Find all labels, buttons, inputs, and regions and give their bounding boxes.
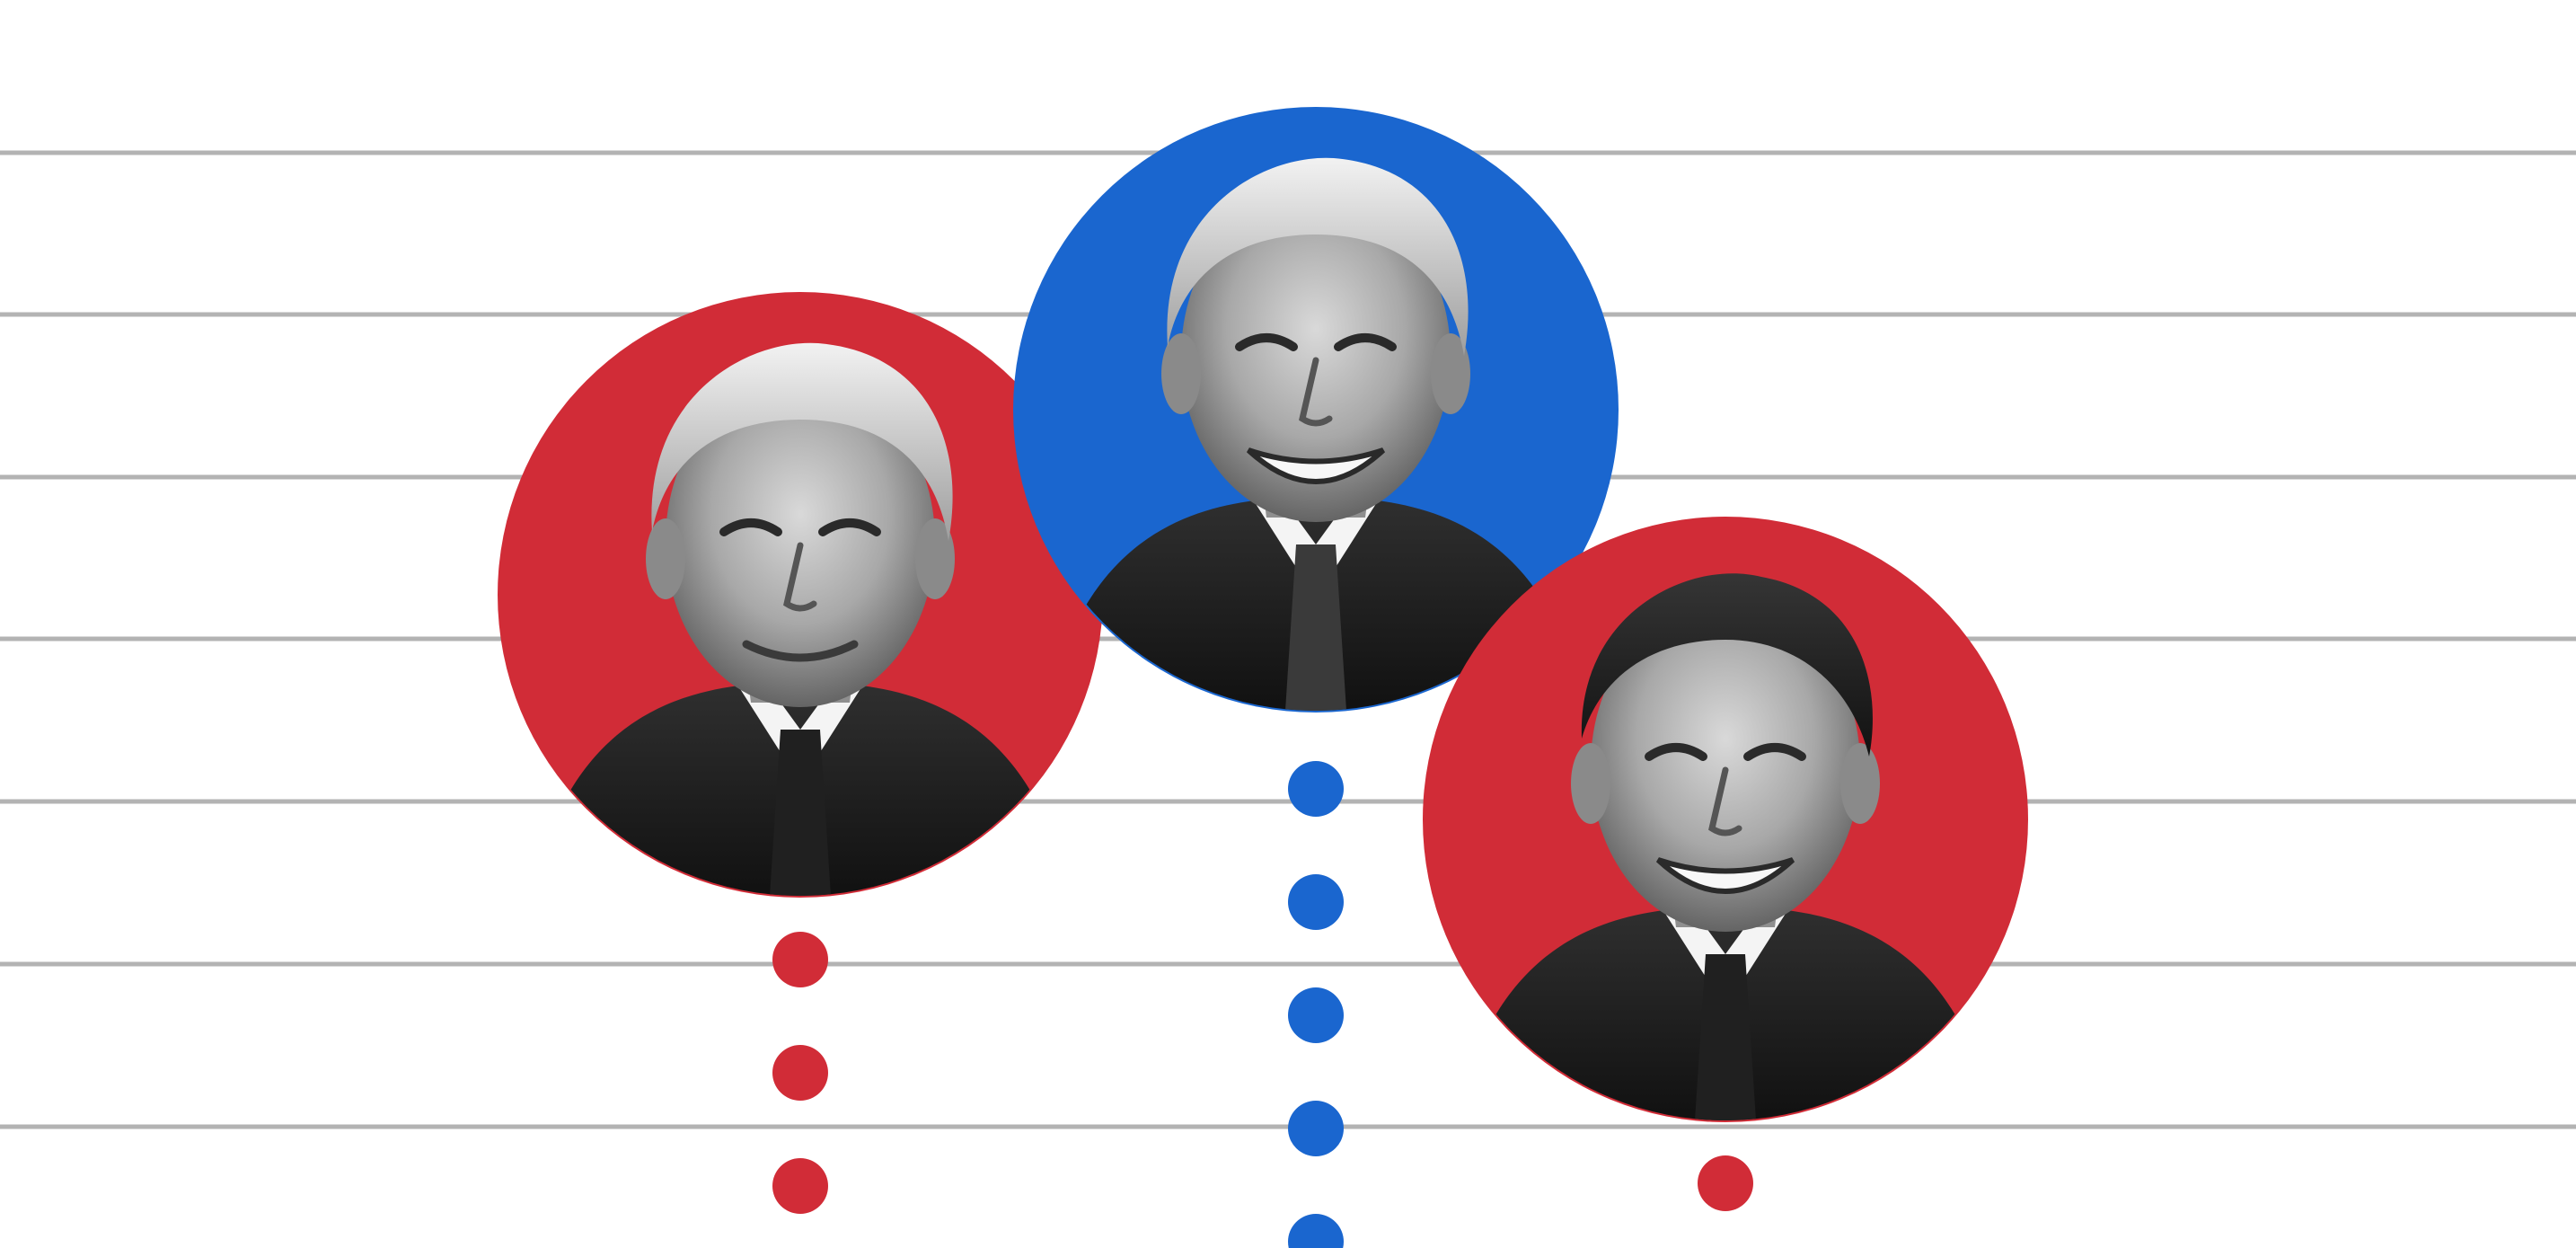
grayscale-portrait-icon [531, 342, 1070, 896]
eye-shape [719, 518, 782, 536]
nose-shape [783, 542, 817, 612]
grayscale-portrait-icon [1046, 157, 1585, 711]
tie-shape [1695, 954, 1756, 1120]
hair-shape [651, 342, 953, 541]
face-shape [1591, 599, 1860, 932]
ear-shape [1431, 333, 1470, 414]
hair-shape [1581, 573, 1873, 757]
ear-shape [646, 518, 685, 599]
mouth-shape [1655, 857, 1795, 894]
mouth-shape [742, 640, 859, 662]
data-dot [1288, 1214, 1344, 1248]
face-shape [1181, 190, 1451, 522]
tie-shape [1285, 544, 1346, 711]
hair-shape [1167, 157, 1469, 356]
eye-shape [1645, 743, 1707, 761]
portrait [1423, 517, 2028, 1122]
data-dot [1288, 987, 1344, 1043]
data-dot [1288, 1101, 1344, 1156]
grayscale-portrait-icon [1456, 573, 1995, 1120]
nose-shape [1299, 357, 1333, 427]
eye-shape [818, 518, 881, 536]
eye-shape [1334, 333, 1397, 351]
eye-shape [1743, 743, 1806, 761]
ear-shape [1571, 743, 1610, 824]
tie-shape [770, 730, 831, 896]
ear-shape [1840, 743, 1880, 824]
data-dot [1288, 761, 1344, 817]
data-dot [772, 1158, 828, 1214]
nose-shape [1708, 766, 1742, 836]
data-dot [1698, 1155, 1753, 1211]
data-dot [1288, 874, 1344, 930]
data-dot [772, 1045, 828, 1101]
eye-shape [1235, 333, 1298, 351]
ear-shape [915, 518, 955, 599]
face-shape [666, 375, 935, 707]
portraits [498, 107, 2028, 1122]
portrait [498, 292, 1103, 898]
mouth-shape [1246, 447, 1386, 484]
ear-shape [1161, 333, 1201, 414]
portrait [1013, 107, 1619, 713]
data-dot [772, 932, 828, 987]
dot-columns [772, 761, 1753, 1248]
